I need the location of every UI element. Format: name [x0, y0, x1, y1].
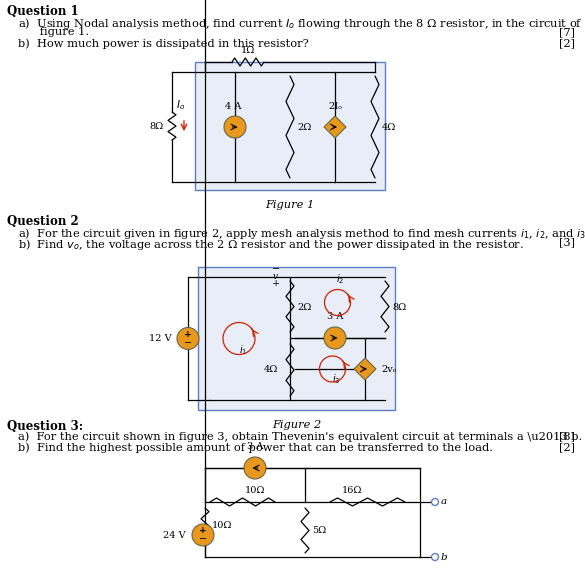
Text: 2Ω: 2Ω	[297, 303, 311, 312]
Circle shape	[432, 554, 439, 560]
Text: [3]: [3]	[559, 237, 575, 247]
Text: 4Ω: 4Ω	[264, 365, 278, 373]
Text: b)  Find the highest possible amount of power that can be transferred to the loa: b) Find the highest possible amount of p…	[18, 442, 493, 452]
Text: Figure 1: Figure 1	[266, 200, 315, 210]
Text: [8]: [8]	[559, 431, 575, 441]
Text: a)  Using Nodal analysis method, find current $I_o$ flowing through the 8 Ω resi: a) Using Nodal analysis method, find cur…	[18, 16, 583, 31]
Text: $i_3$: $i_3$	[332, 372, 340, 386]
Text: a: a	[441, 497, 447, 506]
Text: 4Ω: 4Ω	[382, 122, 397, 131]
Text: 10Ω: 10Ω	[245, 486, 265, 495]
Text: $i_1$: $i_1$	[239, 344, 247, 357]
Text: v: v	[273, 272, 278, 281]
Bar	[198, 267, 395, 410]
Text: +: +	[199, 526, 207, 535]
Text: 10Ω: 10Ω	[212, 522, 232, 530]
Text: 16Ω: 16Ω	[342, 486, 362, 495]
Text: Question 1: Question 1	[7, 5, 78, 18]
Text: $I_o$: $I_o$	[177, 98, 185, 112]
Polygon shape	[324, 116, 346, 138]
Text: 3 A: 3 A	[247, 442, 263, 451]
Text: 4 A: 4 A	[225, 102, 241, 111]
Text: 2vₒ: 2vₒ	[381, 365, 397, 373]
Text: −: −	[199, 534, 207, 544]
Text: −: −	[272, 265, 280, 274]
Text: [7]: [7]	[559, 27, 575, 37]
Circle shape	[244, 457, 266, 479]
Text: 8Ω: 8Ω	[150, 122, 164, 130]
Text: [2]: [2]	[559, 38, 575, 48]
Text: 8Ω: 8Ω	[392, 303, 406, 312]
Circle shape	[432, 498, 439, 505]
Text: 5Ω: 5Ω	[312, 526, 326, 535]
Text: figure 1.: figure 1.	[18, 27, 89, 37]
Text: 2Iₒ: 2Iₒ	[328, 102, 342, 111]
Circle shape	[224, 116, 246, 138]
Text: 1Ω: 1Ω	[241, 46, 255, 55]
Bar	[195, 62, 385, 190]
Text: 24 V: 24 V	[163, 530, 186, 539]
Polygon shape	[354, 358, 376, 380]
Circle shape	[192, 524, 214, 546]
Text: Question 3:: Question 3:	[7, 420, 83, 433]
Text: $i_2$: $i_2$	[336, 272, 345, 286]
Text: b)  Find $v_o$, the voltage across the 2 Ω resistor and the power dissipated in : b) Find $v_o$, the voltage across the 2 …	[18, 237, 524, 252]
Text: [2]: [2]	[559, 442, 575, 452]
Text: +: +	[272, 279, 280, 288]
Text: 12 V: 12 V	[149, 334, 172, 343]
Text: a)  For the circuit given in figure 2, apply mesh analysis method to find mesh c: a) For the circuit given in figure 2, ap…	[18, 226, 585, 241]
Text: −: −	[184, 337, 192, 348]
Text: b)  How much power is dissipated in this resistor?: b) How much power is dissipated in this …	[18, 38, 309, 48]
Text: Figure 2: Figure 2	[272, 420, 321, 430]
Text: Question 2: Question 2	[7, 215, 79, 228]
Circle shape	[177, 328, 199, 349]
Circle shape	[324, 327, 346, 349]
Text: a)  For the circuit shown in figure 3, obtain Thevenin's equivalent circuit at t: a) For the circuit shown in figure 3, ob…	[18, 431, 582, 442]
Text: b: b	[441, 552, 448, 562]
Text: 2Ω: 2Ω	[297, 122, 311, 131]
Text: 3 A: 3 A	[327, 312, 343, 321]
Text: +: +	[184, 330, 192, 339]
